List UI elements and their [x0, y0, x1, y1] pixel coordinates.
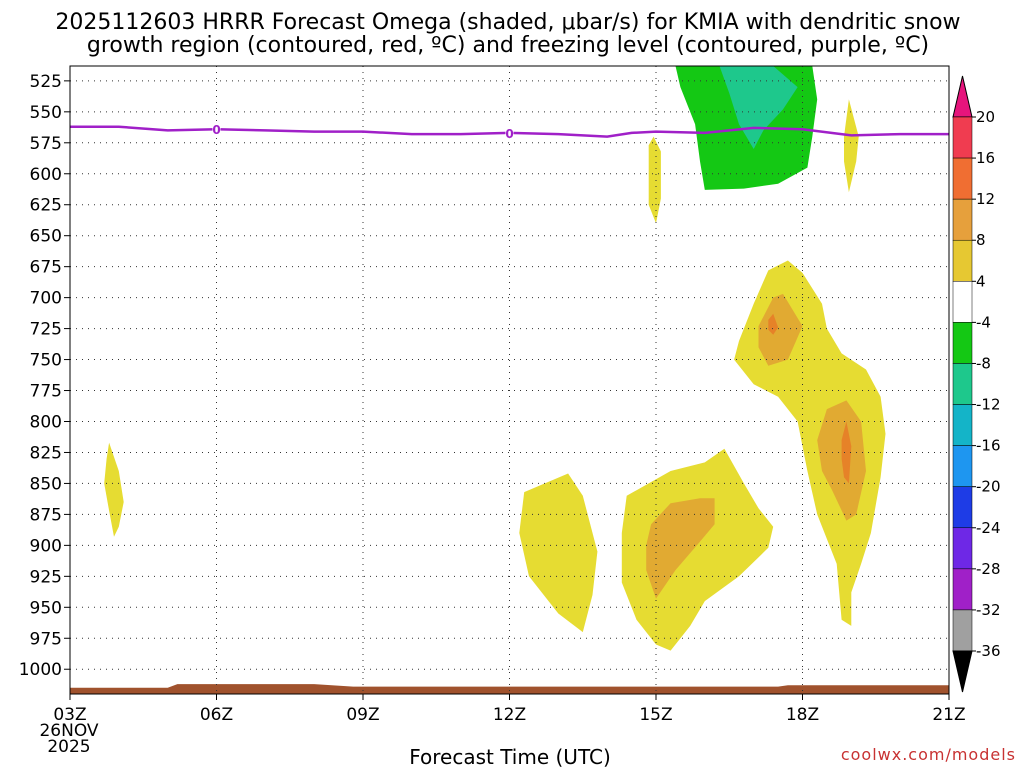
colorbar-label: -24: [976, 519, 1001, 537]
colorbar-segment: [952, 198, 973, 241]
y-tick-label: 800: [30, 412, 62, 432]
omega-region-orange_light: [758, 293, 803, 366]
freezing-level-label: 0: [212, 123, 220, 137]
omega-region-orange: [841, 421, 852, 484]
colorbar-label: -12: [976, 396, 1001, 414]
y-tick-label: 725: [30, 320, 62, 340]
credit-link[interactable]: coolwx.com/models: [841, 745, 1016, 764]
omega-shaded-regions: [104, 66, 886, 651]
colorbar-label: -4: [976, 313, 991, 331]
omega-region-yellow: [519, 473, 598, 633]
colorbar-segment: [952, 486, 973, 529]
omega-region-orange_light: [817, 400, 866, 521]
y-tick-label: 700: [30, 289, 62, 309]
x-tick-label: 21Z: [932, 705, 965, 725]
colorbar-label: 4: [976, 272, 986, 290]
colorbar-bottom-arrow: [952, 650, 973, 693]
omega-region-orange_light: [646, 498, 715, 599]
y-tick-label: 575: [30, 134, 62, 154]
omega-region-yellow: [844, 99, 859, 193]
y-tick-label: 525: [30, 72, 62, 92]
colorbar-label: -32: [976, 601, 1001, 619]
omega-region-yellow: [621, 448, 774, 651]
colorbar-label: 16: [976, 149, 995, 167]
colorbar-label: -16: [976, 437, 1001, 455]
x-axis-label: Forecast Time (UTC): [409, 745, 611, 768]
colorbar-segment: [952, 404, 973, 446]
colorbar: 20 16 12 8 4 -4 -8 -12 -16 -20 -24 -28 -32 -36: [952, 75, 1001, 693]
x-tick-label: 15Z: [639, 705, 672, 725]
gridlines: [69, 66, 950, 694]
y-tick-label: 975: [30, 629, 62, 649]
colorbar-segment: [952, 609, 973, 652]
x-tick-label: 06Z: [200, 705, 233, 725]
y-tick-label: 850: [30, 474, 62, 494]
colorbar-label: -20: [976, 478, 1001, 496]
colorbar-segment: [952, 157, 973, 200]
y-tick-label: 675: [30, 258, 62, 278]
colorbar-top-arrow: [952, 75, 973, 118]
y-tick-label: 625: [30, 196, 62, 216]
y-tick-label: 950: [30, 598, 62, 618]
colorbar-segment: [952, 281, 973, 323]
omega-region-yellow: [104, 442, 124, 537]
colorbar-segment: [952, 568, 973, 611]
y-tick-label: 650: [30, 227, 62, 247]
x-tick-date-label: 26NOV: [39, 721, 98, 741]
colorbar-label: -28: [976, 560, 1001, 578]
y-axis: 525 550 575 600 625 650 675 700 725 750 775 800 825 8…: [19, 72, 70, 680]
ground-fill: [70, 684, 949, 694]
colorbar-segment: [952, 363, 973, 405]
colorbar-label: 20: [976, 108, 995, 126]
y-tick-label: 600: [30, 165, 62, 185]
ground-layer: [70, 684, 949, 694]
x-tick-label: 18Z: [786, 705, 819, 725]
x-tick-label: 03Z: [53, 705, 86, 725]
y-tick-label: 750: [30, 351, 62, 371]
x-tick-label: 12Z: [493, 705, 526, 725]
y-tick-label: 925: [30, 567, 62, 587]
y-tick-label: 900: [30, 536, 62, 556]
omega-region-teal: [719, 66, 798, 149]
chart-title-line2: growth region (contoured, red, ºC) and f…: [87, 33, 929, 58]
y-tick-label: 775: [30, 382, 62, 402]
colorbar-label: -36: [976, 642, 1001, 660]
omega-region-yellow: [648, 136, 661, 224]
colorbar-label: 12: [976, 190, 995, 208]
y-tick-label: 1000: [19, 660, 62, 680]
colorbar-segment: [952, 322, 973, 364]
colorbar-segment: [952, 445, 973, 487]
chart-title-line1: 2025112603 HRRR Forecast Omega (shaded, …: [55, 10, 960, 35]
omega-region-orange: [768, 313, 779, 335]
colorbar-segment: [952, 239, 973, 282]
colorbar-segment: [952, 116, 973, 159]
freezing-level-label: 0: [505, 127, 513, 141]
colorbar-segment: [952, 527, 973, 570]
colorbar-label: -8: [976, 354, 991, 372]
y-tick-label: 550: [30, 103, 62, 123]
x-tick-label: 09Z: [346, 705, 379, 725]
colorbar-label: 8: [976, 231, 986, 249]
freezing-level-line: [70, 125, 949, 138]
x-tick-date-label: 2025: [47, 737, 90, 757]
y-tick-label: 875: [30, 505, 62, 525]
y-tick-label: 825: [30, 443, 62, 463]
